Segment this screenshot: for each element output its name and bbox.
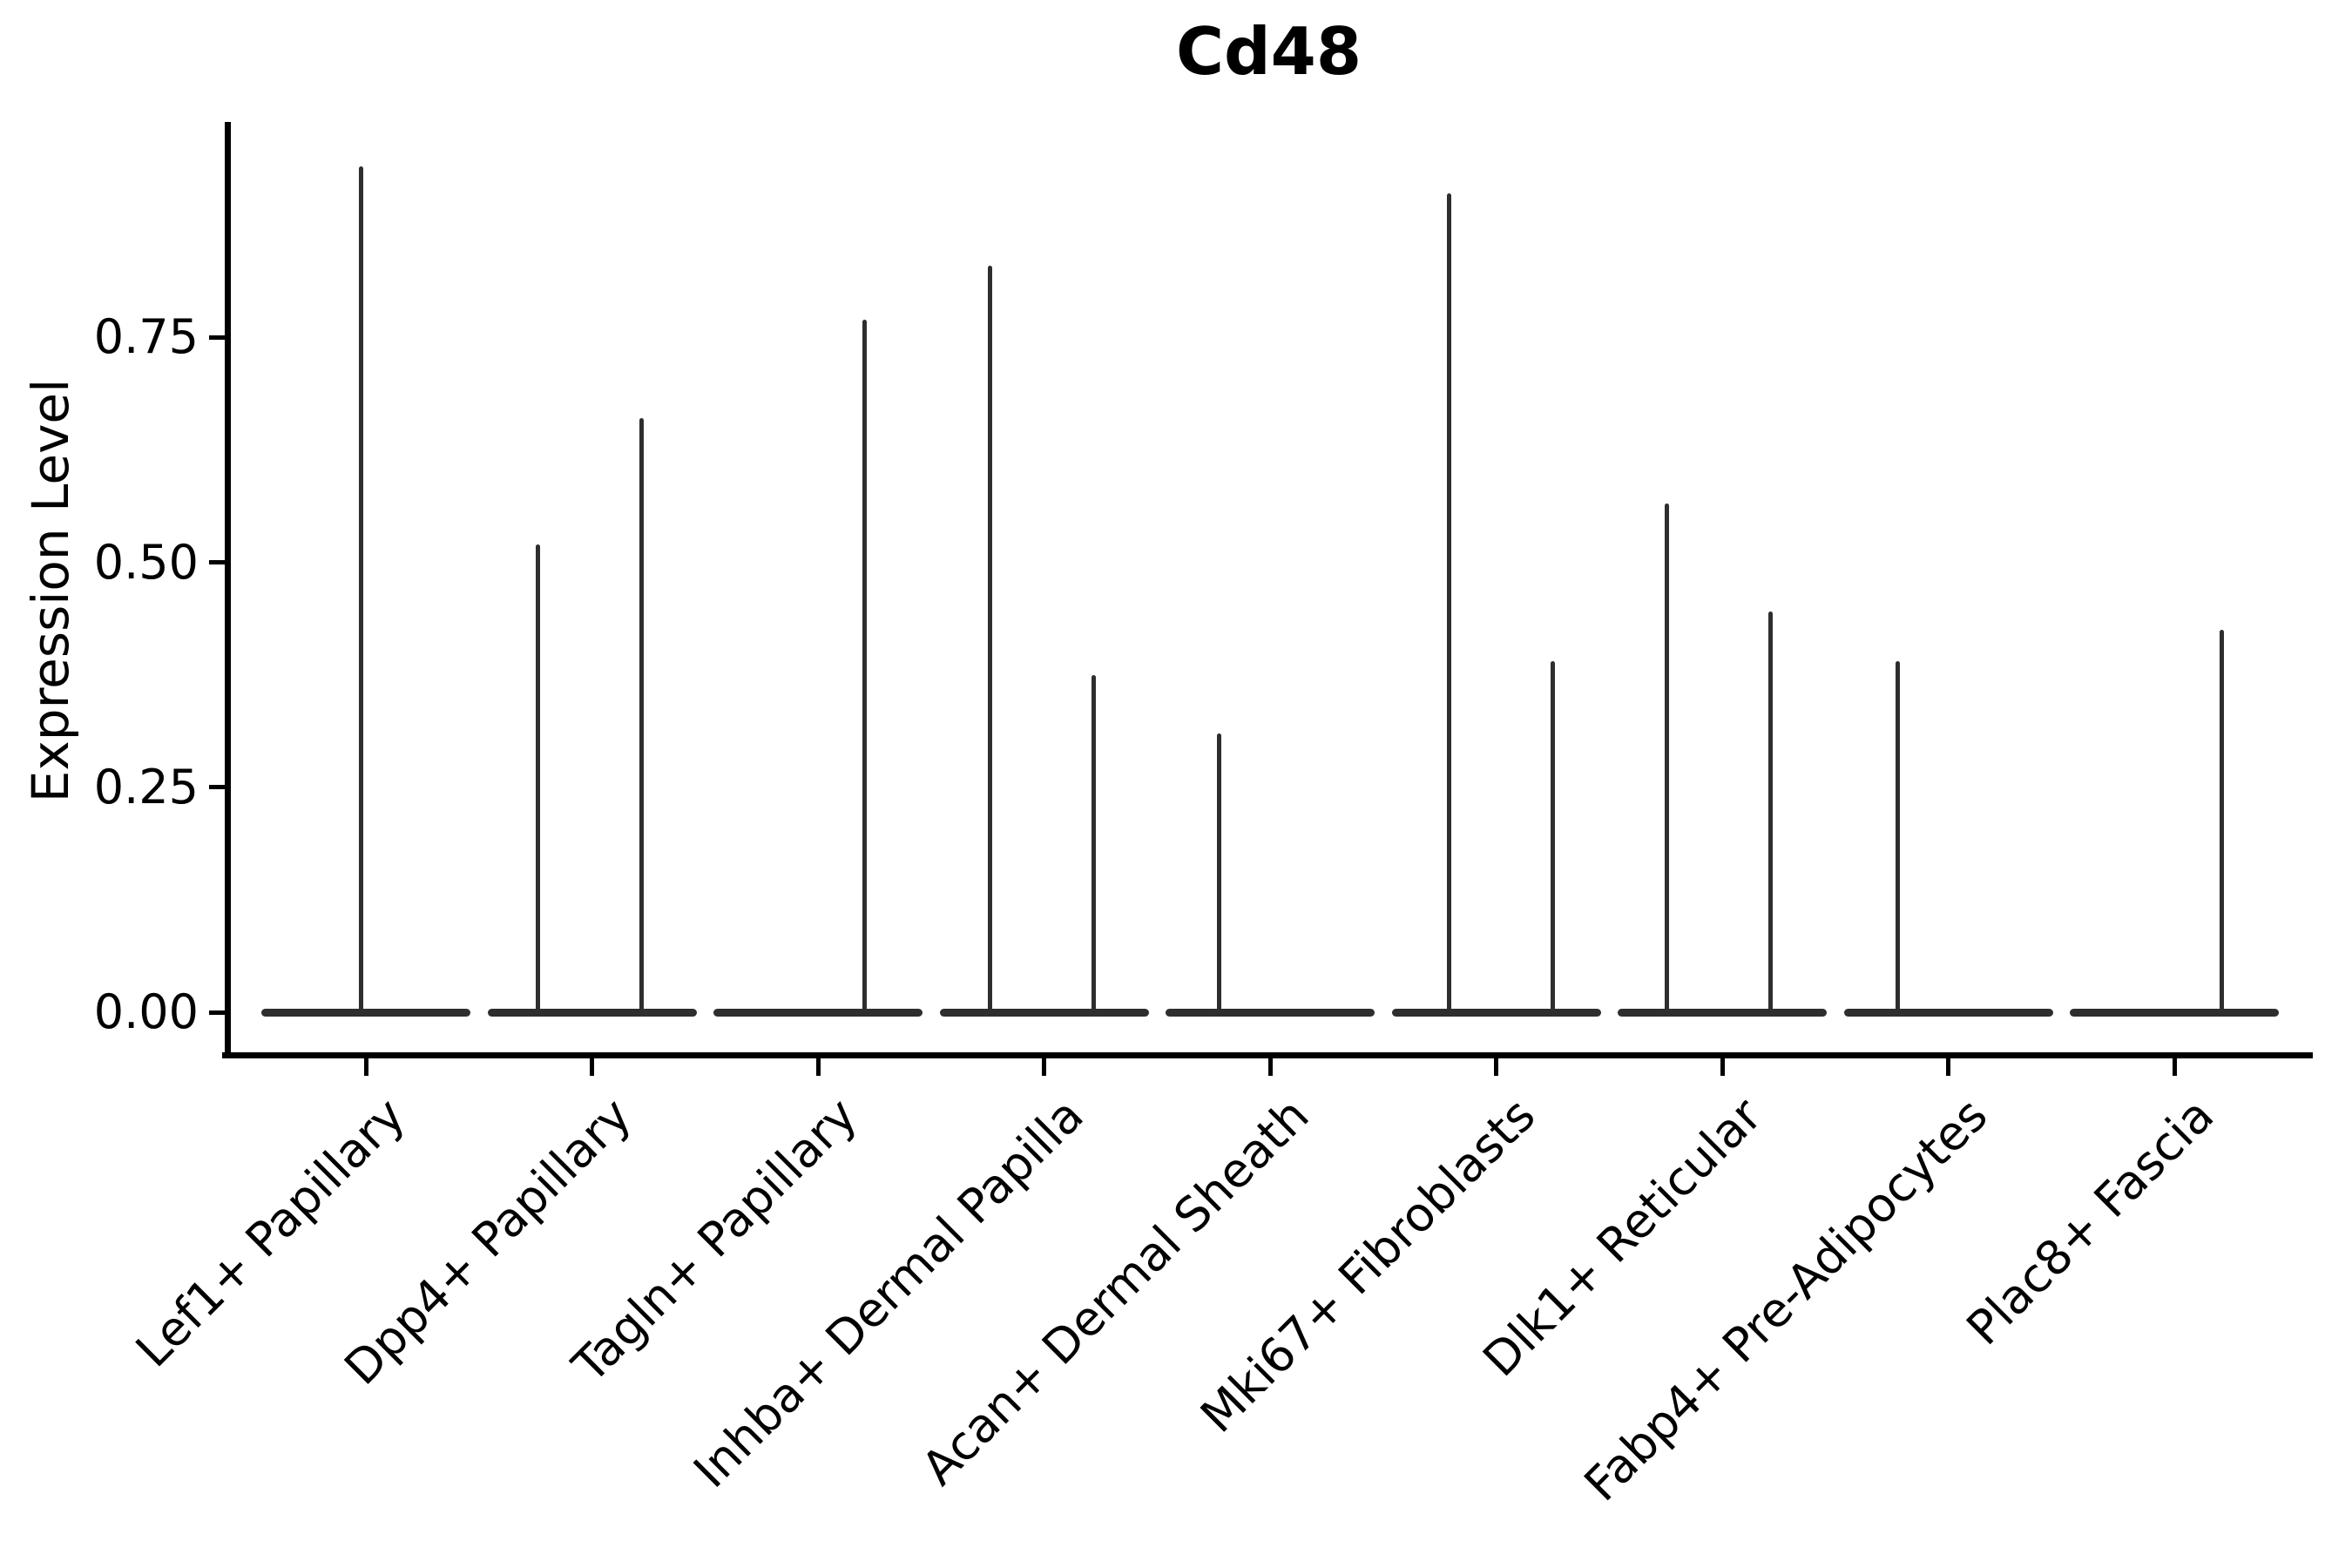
violin-spike xyxy=(1665,504,1670,1012)
violin-spike xyxy=(987,265,992,1012)
y-tick-label: 0.50 xyxy=(93,534,199,590)
chart-title: Cd48 xyxy=(1175,13,1362,90)
violin-baseline xyxy=(261,1008,470,1017)
x-axis-spine xyxy=(222,1052,2313,1058)
violin-spike xyxy=(1895,661,1900,1012)
violin-baseline xyxy=(1618,1008,1827,1017)
y-tick-mark xyxy=(209,1010,225,1015)
x-tick-label: Fabp4+ Pre-Adipocytes xyxy=(1573,1087,1998,1512)
y-tick-label: 0.00 xyxy=(93,984,199,1039)
y-axis-label: Expression Level xyxy=(21,378,80,803)
y-tick-mark xyxy=(209,335,225,340)
y-tick-label: 0.25 xyxy=(93,759,199,814)
y-axis-spine xyxy=(225,122,231,1058)
x-tick-mark xyxy=(363,1052,368,1076)
x-tick-mark xyxy=(1042,1052,1046,1076)
violin-baseline xyxy=(939,1008,1149,1017)
x-tick-label: Acan+ Dermal Sheath xyxy=(911,1087,1321,1496)
violin-spike xyxy=(359,166,364,1012)
y-tick-mark xyxy=(209,560,225,564)
violin-spike xyxy=(1550,661,1555,1012)
x-tick-mark xyxy=(1720,1052,1725,1076)
x-tick-mark xyxy=(1946,1052,1950,1076)
x-tick-mark xyxy=(2172,1052,2177,1076)
violin-spike xyxy=(1092,674,1097,1012)
violin-baseline xyxy=(487,1008,697,1017)
y-tick-label: 0.75 xyxy=(93,309,199,365)
violin-baseline xyxy=(2070,1008,2279,1017)
violin-spike xyxy=(1768,612,1774,1012)
violin-spike xyxy=(639,418,645,1012)
violin-baseline xyxy=(1166,1008,1375,1017)
violin-spike xyxy=(862,319,867,1012)
violin-spike xyxy=(2219,629,2224,1012)
violin-spike xyxy=(535,544,540,1012)
violin-baseline xyxy=(713,1008,923,1017)
x-tick-label: Inhba+ Dermal Papilla xyxy=(683,1087,1094,1498)
x-tick-mark xyxy=(590,1052,594,1076)
x-tick-mark xyxy=(815,1052,821,1076)
x-tick-mark xyxy=(1494,1052,1498,1076)
violin-spike xyxy=(1446,193,1451,1012)
violin-baseline xyxy=(1391,1008,1601,1017)
violin-spike xyxy=(1217,733,1222,1012)
x-tick-label: Plac8+ Fascia xyxy=(1956,1087,2225,1356)
y-tick-mark xyxy=(209,785,225,790)
x-tick-mark xyxy=(1267,1052,1273,1076)
violin-baseline xyxy=(1843,1008,2053,1017)
